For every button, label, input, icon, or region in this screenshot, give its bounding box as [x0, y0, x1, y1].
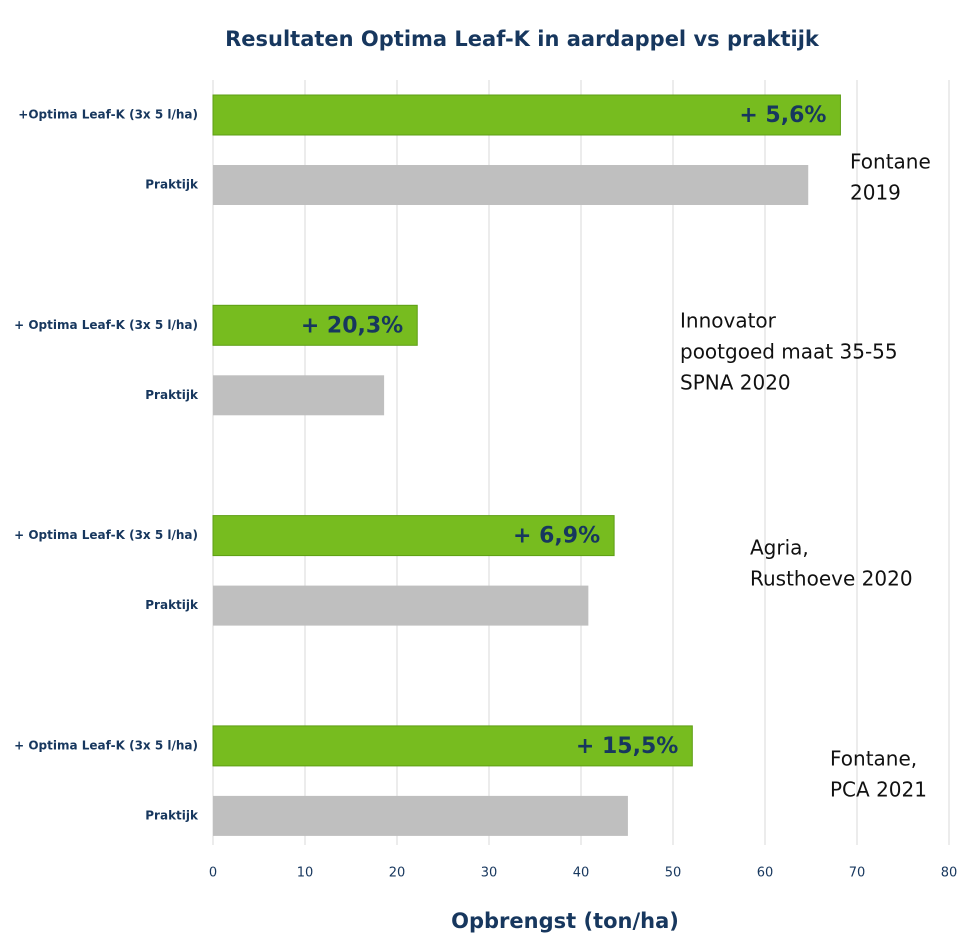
y-tick-label: + Optima Leaf-K (3x 5 l/ha): [14, 318, 198, 332]
group-annotation: Innovator: [680, 309, 777, 333]
y-tick-label: Praktijk: [145, 598, 199, 612]
chart-title: Resultaten Optima Leaf-K in aardappel vs…: [225, 27, 820, 51]
x-tick-label: 0: [209, 866, 217, 881]
x-tick-label: 60: [757, 866, 774, 881]
bar: [212, 515, 615, 557]
bar: [213, 585, 589, 626]
x-axis-label: Opbrengst (ton/ha): [451, 909, 679, 933]
bar: [213, 375, 385, 416]
y-tick-label: + Optima Leaf-K (3x 5 l/ha): [14, 528, 198, 542]
y-tick-label: Praktijk: [145, 808, 199, 822]
group-annotation: Rusthoeve 2020: [750, 567, 913, 591]
group-annotation: Fontane: [850, 150, 931, 174]
x-tick-label: 20: [389, 866, 406, 881]
group-annotation: 2019: [850, 181, 901, 205]
x-tick-label: 50: [665, 866, 682, 881]
y-tick-label: Praktijk: [145, 388, 199, 402]
bar: [212, 725, 693, 767]
group-annotation: Agria,: [750, 536, 809, 560]
y-tick-label: + Optima Leaf-K (3x 5 l/ha): [14, 738, 198, 752]
bar-annotation: + 15,5%: [576, 734, 678, 759]
bar-annotation: + 6,9%: [513, 524, 600, 549]
y-tick-label: Praktijk: [145, 178, 199, 192]
bar-annotation: + 20,3%: [301, 313, 403, 338]
bar-annotation: + 5,6%: [739, 103, 826, 128]
x-tick-label: 80: [941, 866, 958, 881]
group-annotation: SPNA 2020: [680, 371, 791, 395]
y-tick-label: +Optima Leaf-K (3x 5 l/ha): [18, 108, 198, 122]
bar: [213, 795, 628, 836]
group-annotation: Fontane,: [830, 747, 917, 771]
bar: [212, 94, 841, 136]
x-tick-label: 30: [481, 866, 498, 881]
group-annotation: PCA 2021: [830, 778, 927, 802]
x-tick-label: 70: [849, 866, 866, 881]
bar: [212, 304, 418, 346]
bar: [213, 165, 809, 205]
x-tick-label: 10: [297, 866, 314, 881]
group-annotation: pootgoed maat 35-55: [680, 340, 898, 364]
x-tick-label: 40: [573, 866, 590, 881]
